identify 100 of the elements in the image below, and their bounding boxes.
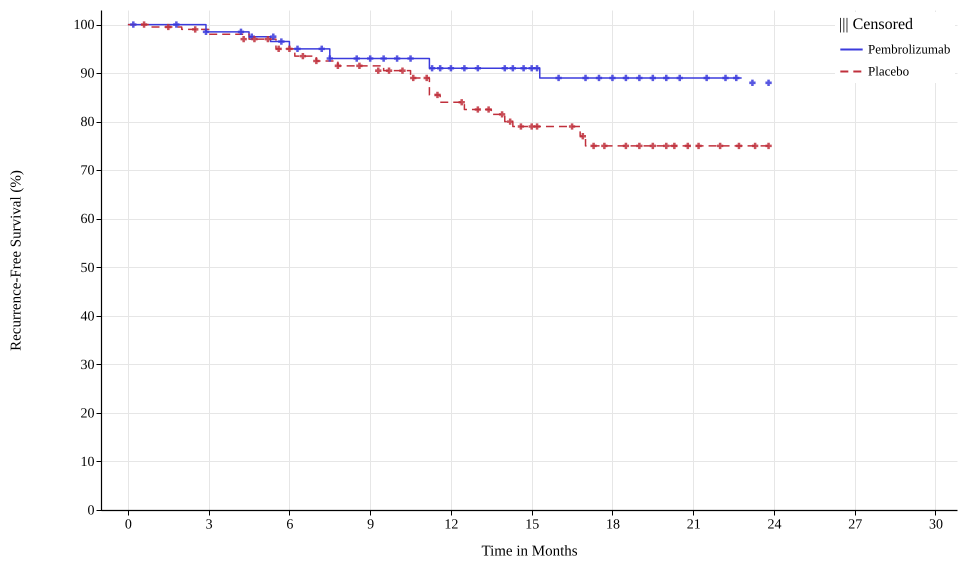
x-tick-label: 18 <box>606 518 620 532</box>
point <box>474 65 482 72</box>
point <box>622 74 630 82</box>
point <box>722 74 729 82</box>
point <box>458 99 465 106</box>
point <box>410 74 416 82</box>
point <box>375 68 382 74</box>
point <box>663 74 670 82</box>
point <box>251 36 258 42</box>
point <box>140 21 148 28</box>
point <box>318 46 325 52</box>
point <box>437 65 444 72</box>
point <box>736 142 742 150</box>
point <box>671 142 678 150</box>
point <box>609 74 616 82</box>
point <box>636 142 643 150</box>
point <box>704 74 710 82</box>
point <box>238 28 244 36</box>
point <box>485 106 492 113</box>
point <box>130 21 136 28</box>
point <box>192 26 198 33</box>
point <box>695 142 702 150</box>
point <box>518 123 524 130</box>
point <box>684 142 691 150</box>
y-tick-label: 100 <box>74 18 94 34</box>
y-tick-label: 10 <box>80 454 94 470</box>
legend-label: Pembrolizumab <box>868 42 950 56</box>
y-tick-label: 0 <box>88 504 94 518</box>
point <box>278 38 285 45</box>
point <box>580 133 586 140</box>
y-tick-label: 90 <box>80 66 94 82</box>
x-tick-label: 9 <box>367 518 374 532</box>
point <box>765 142 772 150</box>
point <box>582 74 589 82</box>
point <box>313 58 320 64</box>
point <box>424 74 430 82</box>
point <box>650 142 656 150</box>
point <box>596 74 602 82</box>
x-tick-label: 27 <box>848 518 862 532</box>
point <box>448 65 454 72</box>
point <box>749 80 756 86</box>
point <box>568 123 576 130</box>
point <box>752 142 758 150</box>
point <box>264 36 272 42</box>
point <box>622 142 630 150</box>
x-tick-label: 24 <box>767 518 782 532</box>
point <box>399 68 406 74</box>
legend-title: ||| Censored <box>839 16 914 33</box>
point <box>716 142 724 150</box>
x-tick-label: 3 <box>206 518 213 532</box>
point <box>300 52 306 60</box>
y-tick-label: 50 <box>80 260 94 276</box>
point <box>461 65 468 72</box>
x-axis-title: Time in Months <box>481 544 578 560</box>
point <box>428 65 436 72</box>
point <box>555 74 562 82</box>
point <box>334 62 342 69</box>
point <box>510 65 516 72</box>
y-tick-label: 70 <box>80 164 94 179</box>
y-tick-label: 80 <box>80 115 94 130</box>
point <box>534 123 540 130</box>
point <box>294 46 301 52</box>
x-tick-label: 12 <box>444 518 458 532</box>
point <box>650 74 656 82</box>
point <box>386 68 392 74</box>
x-tick-label: 6 <box>286 518 294 532</box>
point <box>434 92 441 98</box>
point <box>534 65 540 72</box>
x-tick-label: 21 <box>686 518 701 532</box>
point <box>676 74 683 82</box>
point <box>367 55 374 62</box>
y-tick-label: 40 <box>80 309 94 324</box>
y-axis-title: Recurrence-Free Survival (%) <box>8 170 24 351</box>
point <box>528 123 535 130</box>
point <box>590 142 597 150</box>
point <box>380 55 387 62</box>
point <box>356 62 363 69</box>
y-tick-label: 60 <box>80 212 94 228</box>
point <box>520 65 527 72</box>
point <box>173 21 180 28</box>
point <box>601 142 608 150</box>
point <box>663 142 670 150</box>
y-tick-label: 20 <box>80 406 94 422</box>
legend-label: Placebo <box>868 64 910 78</box>
point <box>733 74 740 82</box>
point <box>276 46 282 52</box>
point <box>326 55 333 62</box>
x-tick-label: 15 <box>525 518 540 532</box>
point <box>165 24 172 30</box>
point <box>286 46 293 52</box>
x-tick-label: 0 <box>124 518 132 532</box>
point <box>474 106 482 113</box>
point <box>394 55 400 62</box>
point <box>240 36 247 42</box>
point <box>407 55 414 62</box>
point <box>202 28 210 36</box>
point <box>354 55 360 62</box>
y-tick-label: 30 <box>80 358 94 373</box>
point <box>528 65 535 72</box>
point <box>502 65 508 72</box>
